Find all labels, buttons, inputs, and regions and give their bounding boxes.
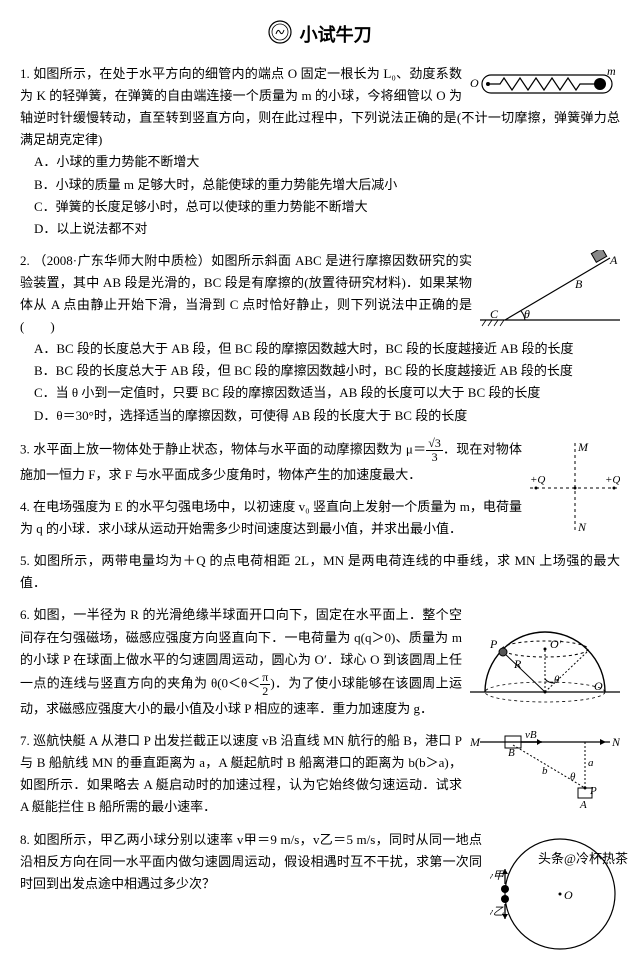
svg-text:θ: θ — [524, 307, 530, 321]
problem-4: 4. 在电场强度为 E 的水平匀强电场中，以初速度 v₀ 竖直向上发射一个质量为… — [20, 496, 620, 540]
problem-number: 3. — [20, 441, 30, 456]
fig-hemisphere: P R O′ O θ — [470, 604, 620, 704]
option-a: A．BC 段的长度总大于 AB 段，但 BC 段的摩擦因数越大时，BC 段的长度… — [34, 338, 620, 360]
header-icon — [268, 20, 292, 51]
svg-text:vB: vB — [525, 730, 537, 741]
problem-7: M N B vB a b θ P A 7. 巡航快艇 A 从港口 P 出发拦截正… — [20, 730, 620, 818]
option-b: B．BC 段的长度总大于 AB 段，但 BC 段的摩擦因数越小时，BC 段的长度… — [34, 360, 620, 382]
svg-text:O: O — [594, 679, 603, 693]
problem-3: 3. 水平面上放一物体处于静止状态，物体与水平面的动摩擦因数为 μ＝√33．现在… — [20, 437, 620, 486]
fraction: √33 — [426, 437, 443, 464]
problem-number: 8. — [20, 832, 30, 847]
problem-number: 7. — [20, 733, 30, 748]
problem-text: 如图所示，两带电量均为＋Q 的点电荷相距 2L，MN 是两电荷连线的中垂线，求 … — [20, 553, 620, 590]
svg-text:R: R — [513, 657, 522, 671]
fig-incline: A B C θ — [480, 250, 620, 330]
options-2: A．BC 段的长度总大于 AB 段，但 BC 段的摩擦因数越大时，BC 段的长度… — [34, 338, 620, 426]
fraction: π2 — [260, 671, 270, 698]
problem-number: 5. — [20, 553, 30, 568]
option-d: D．以上说法都不对 — [34, 218, 620, 240]
option-a: A．小球的重力势能不断增大 — [34, 151, 620, 173]
problem-text: （2008·广东华师大附中质检）如图所示斜面 ABC 是进行摩擦因数研究的实验装… — [20, 253, 498, 334]
svg-text:O′: O′ — [550, 637, 562, 651]
svg-text:P: P — [489, 637, 498, 651]
fig-boats: M N B vB a b θ P A — [470, 730, 620, 810]
option-b: B．小球的质量 m 足够大时，总能使球的重力势能先增大后减小 — [34, 174, 620, 196]
option-c: C．弹簧的长度足够小时，总可以使球的重力势能不断增大 — [34, 196, 620, 218]
svg-text:B: B — [575, 277, 583, 291]
problem-1: O m 1. 如图所示，在处于水平方向的细管内的端点 O 固定一根长为 L₀、劲… — [20, 63, 620, 240]
svg-text:O: O — [564, 888, 573, 902]
svg-text:B: B — [508, 747, 515, 759]
svg-text:M: M — [470, 735, 481, 749]
svg-text:A: A — [609, 253, 618, 267]
problem-6: P R O′ O θ 6. 如图，一半径为 R 的光滑绝缘半球面开口向下，固定在… — [20, 604, 620, 720]
problem-2: A B C θ 2. （2008·广东华师大附中质检）如图所示斜面 ABC 是进… — [20, 250, 620, 427]
svg-text:P: P — [589, 785, 597, 797]
svg-text:θ: θ — [570, 771, 576, 783]
option-c: C．当 θ 小到一定值时，只要 BC 段的摩擦因数适当，AB 段的长度可以大于 … — [34, 382, 620, 404]
option-d: D．θ＝30°时，选择适当的摩擦因数，可使得 AB 段的长度大于 BC 段的长度 — [34, 405, 620, 427]
svg-text:a: a — [588, 757, 594, 769]
problem-8: O v甲 v乙 8. 如图所示，甲乙两小球分别以速率 v甲＝9 m/s，v乙＝5… — [20, 829, 620, 895]
svg-text:b: b — [542, 765, 548, 777]
problem-text: 在电场强度为 E 的水平匀强电场中，以初速度 v₀ 竖直向上发射一个质量为 m，… — [20, 499, 522, 536]
svg-text:v甲: v甲 — [490, 870, 505, 882]
label-O: O — [470, 76, 479, 90]
problem-number: 6. — [20, 607, 30, 622]
label-m: m — [607, 64, 616, 78]
header-title: 小试牛刀 — [300, 20, 372, 51]
problem-text: 巡航快艇 A 从港口 P 出发拦截正以速度 vB 沿直线 MN 航行的船 B，港… — [20, 733, 462, 814]
problem-number: 4. — [20, 499, 30, 514]
svg-text:N: N — [611, 735, 620, 749]
problem-number: 1. — [20, 66, 30, 81]
page-header: 小试牛刀 — [20, 20, 620, 51]
svg-text:A: A — [579, 799, 587, 810]
watermark: 头条@冷杯热茶 — [538, 848, 628, 870]
svg-text:v乙: v乙 — [490, 906, 504, 918]
svg-text:θ: θ — [554, 674, 560, 686]
options-1: A．小球的重力势能不断增大 B．小球的质量 m 足够大时，总能使球的重力势能先增… — [34, 151, 620, 239]
fig-spring-tube: O m — [470, 63, 620, 103]
problem-text-p1: 水平面上放一物体处于静止状态，物体与水平面的动摩擦因数为 μ＝ — [33, 441, 426, 456]
problem-number: 2. — [20, 253, 30, 268]
problem-5: 5. 如图所示，两带电量均为＋Q 的点电荷相距 2L，MN 是两电荷连线的中垂线… — [20, 550, 620, 594]
